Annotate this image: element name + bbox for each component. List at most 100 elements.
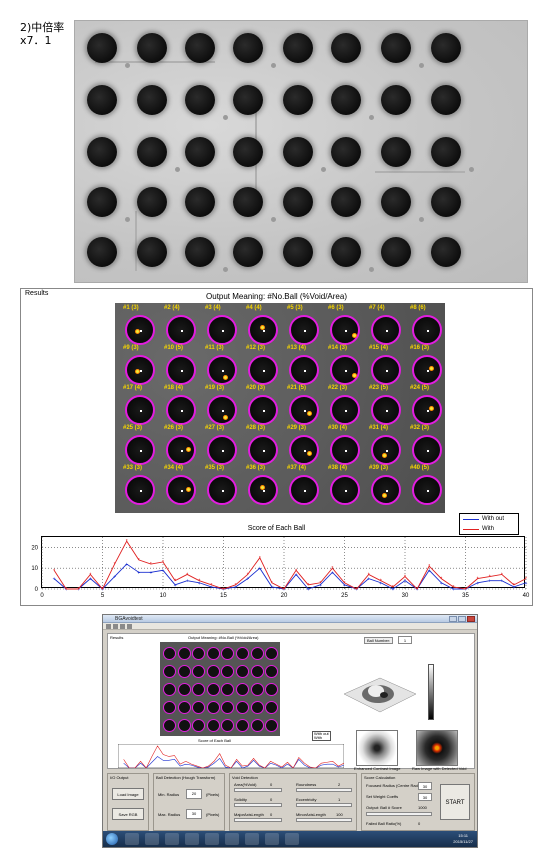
taskbar-camera-icon[interactable] [225,833,239,845]
detected-ball[interactable] [207,355,237,385]
taskbar-word-icon[interactable] [245,833,259,845]
detected-ball[interactable] [248,315,278,345]
detected-ball[interactable] [207,395,237,425]
minimize-button[interactable] [449,616,457,622]
detected-ball[interactable] [125,315,155,345]
minor-axis-slider[interactable] [296,818,352,822]
detected-ball[interactable] [289,315,319,345]
taskbar-ie-icon[interactable] [125,833,139,845]
detected-ball[interactable] [371,435,401,465]
taskbar-paint-icon[interactable] [285,833,299,845]
detected-ball[interactable] [412,435,442,465]
detected-ball[interactable] [248,355,278,385]
mini-ball [163,701,176,714]
detected-ball[interactable] [125,475,155,505]
maximize-button[interactable] [458,616,466,622]
min-radius-input[interactable]: 20 [186,789,202,799]
detected-ball[interactable] [289,435,319,465]
detected-ball[interactable] [166,435,196,465]
detected-ball[interactable] [125,355,155,385]
detected-ball[interactable] [371,315,401,345]
detected-ball[interactable] [371,355,401,385]
detected-ball[interactable] [371,475,401,505]
close-button[interactable] [467,616,475,622]
taskbar-media-icon[interactable] [165,833,179,845]
detected-ball[interactable] [289,395,319,425]
pan-icon[interactable] [127,624,132,629]
taskbar-explorer-icon[interactable] [145,833,159,845]
detected-ball[interactable] [248,395,278,425]
detected-ball[interactable] [330,435,360,465]
ball-number-input[interactable]: 1 [398,636,412,644]
data-point-with: * [513,583,515,589]
solidity-slider[interactable] [234,803,282,807]
detected-ball[interactable] [125,395,155,425]
solder-ball [283,33,313,63]
max-radius-input[interactable]: 30 [186,809,202,819]
focused-radius-input[interactable]: 30 [418,782,432,790]
detected-ball[interactable] [207,315,237,345]
detected-ball[interactable] [248,435,278,465]
ball-center-mark [345,450,347,452]
window-score-title: Score of Each Ball [198,738,231,743]
score-slider[interactable] [366,812,432,816]
detected-ball[interactable] [289,475,319,505]
detected-ball[interactable] [166,475,196,505]
detected-ball[interactable] [412,355,442,385]
set-weight-input[interactable]: 30 [418,793,432,801]
ball-center-mark [181,410,183,412]
detected-ball[interactable] [371,395,401,425]
taskbar-clock[interactable]: 15:11 2015/11/27 [453,833,473,845]
raw-image-label: Raw Image with Detected Void [412,766,467,771]
data-point-with: * [271,581,273,587]
taskbar-matlab-icon[interactable] [185,833,199,845]
detected-ball[interactable] [166,355,196,385]
data-point-with: * [525,577,527,583]
eccentricity-slider[interactable] [296,803,352,807]
x-tick-label: 10 [160,593,167,599]
ball-label: #21 (5) [287,385,307,391]
solder-ball [331,187,361,217]
detected-ball[interactable] [207,435,237,465]
detected-ball[interactable] [412,395,442,425]
detected-ball[interactable] [207,475,237,505]
data-point-without: + [404,579,407,585]
open-icon[interactable] [106,624,111,629]
start-button[interactable]: START [440,784,470,820]
detected-ball[interactable] [248,475,278,505]
roundness-slider[interactable] [296,788,352,792]
detected-ball[interactable] [330,475,360,505]
major-axis-slider[interactable] [234,818,282,822]
start-menu-button[interactable] [106,833,118,845]
solder-ball [431,237,461,267]
mini-ball [163,647,176,660]
data-point-with: * [501,572,503,578]
detected-ball[interactable] [289,355,319,385]
detected-ball[interactable] [412,475,442,505]
solder-ball [137,187,167,217]
detected-ball[interactable] [330,395,360,425]
taskbar-chrome-icon[interactable] [265,833,279,845]
ball-center-mark [181,370,183,372]
ball-center-mark [386,330,388,332]
detected-ball[interactable] [166,315,196,345]
ball-label: #19 (3) [205,385,225,391]
data-point-without: + [283,587,286,593]
detected-ball[interactable] [330,315,360,345]
detected-ball[interactable] [125,435,155,465]
ball-label: #2 (4) [164,305,180,311]
ball-center-mark [181,490,183,492]
taskbar-app-icon[interactable] [205,833,219,845]
void-marker [429,406,434,411]
data-point-with: * [392,585,394,591]
load-image-button[interactable]: Load Image [112,788,144,800]
ball-center-mark [222,410,224,412]
detected-ball[interactable] [166,395,196,425]
void-marker [135,369,140,374]
detected-ball[interactable] [412,315,442,345]
detected-ball[interactable] [330,355,360,385]
zoom-icon[interactable] [120,624,125,629]
area-slider[interactable] [234,788,282,792]
save-icon[interactable] [113,624,118,629]
save-rgb-button[interactable]: Save RGB [112,808,144,820]
